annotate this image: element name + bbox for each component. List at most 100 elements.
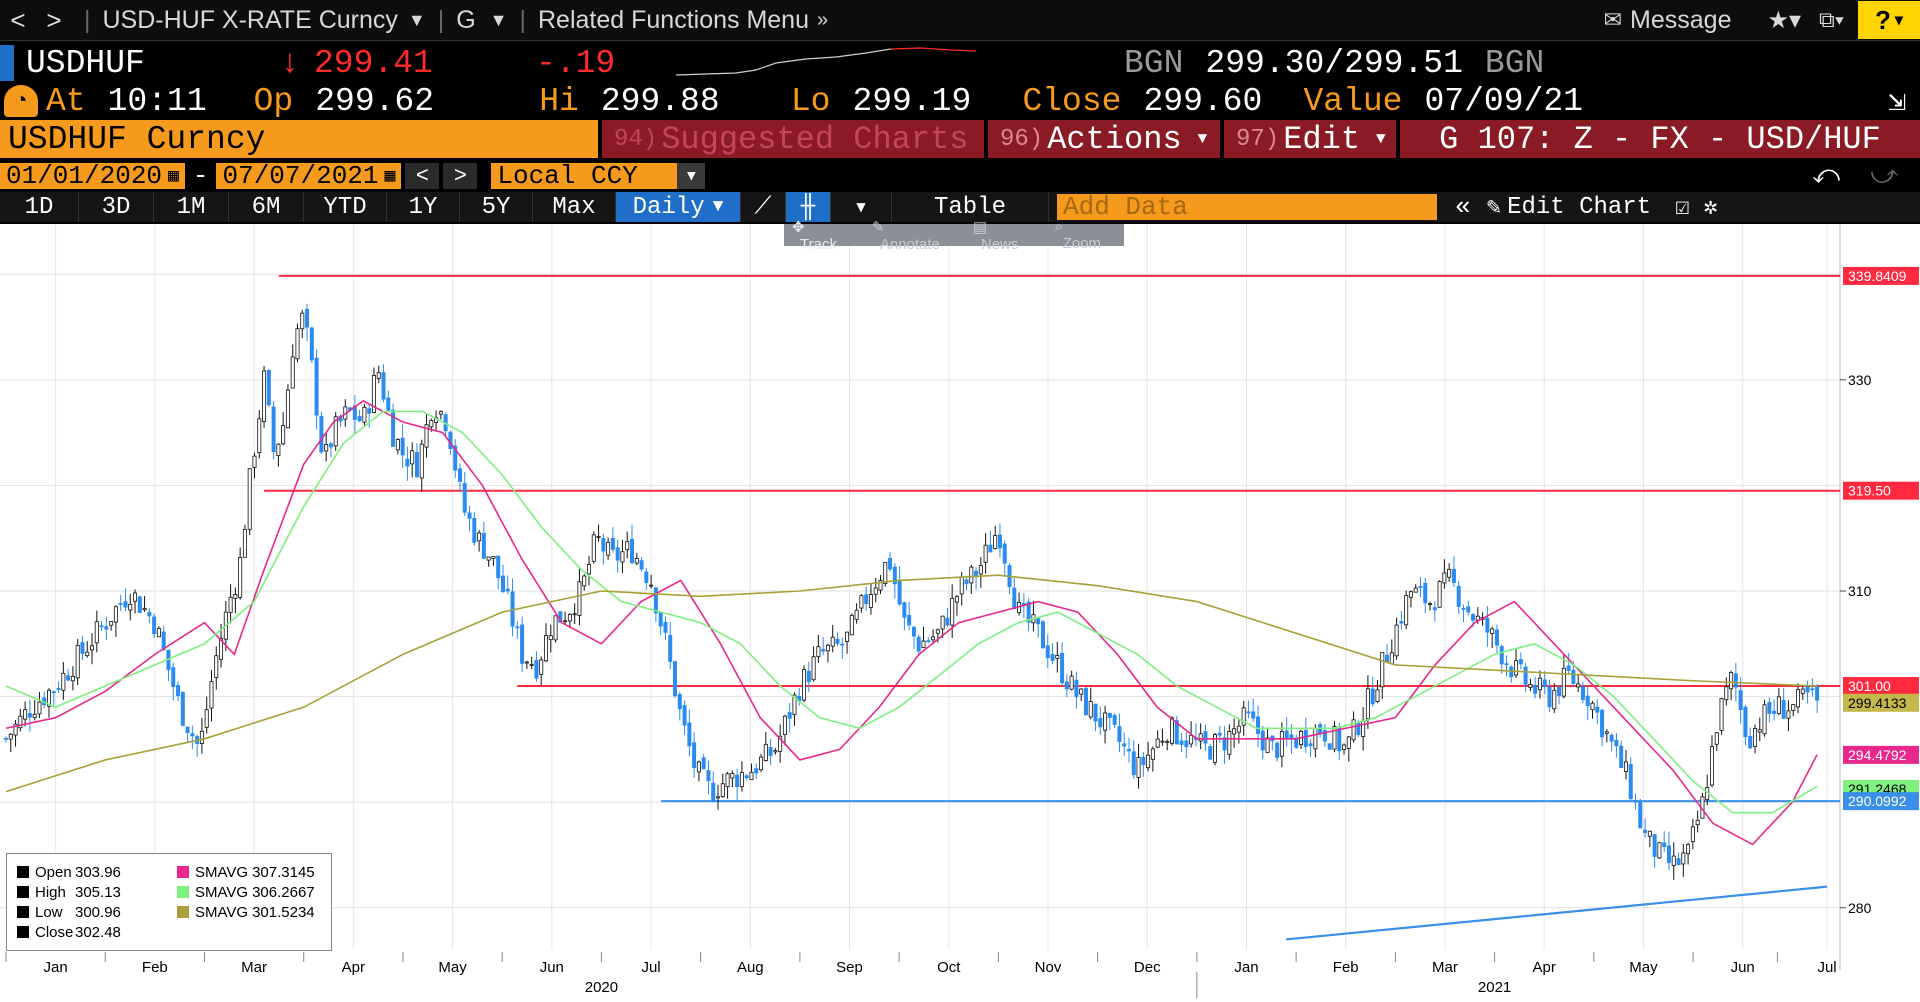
line-chart-icon[interactable]: ⟋ [741, 192, 786, 222]
related-functions-menu[interactable]: Related Functions Menu » [538, 6, 828, 35]
candle-body [548, 635, 553, 641]
tool-annotate[interactable]: ✎ Annotate [864, 218, 965, 253]
export-icon[interactable]: ⇲ [1887, 85, 1906, 120]
candle-body [381, 372, 386, 400]
start-date-field[interactable]: 01/01/2020 ▦ [0, 161, 185, 191]
candle-body [1447, 568, 1452, 578]
message-label: Message [1630, 5, 1732, 34]
period-1m-button[interactable]: 1M [154, 192, 229, 222]
legend-sma3-label: SMAVG [195, 903, 249, 921]
add-data-input[interactable]: Add Data [1057, 192, 1437, 222]
favorite-star-icon[interactable]: ★▾ [1767, 6, 1802, 34]
frequency-selector[interactable]: Daily ▼ [616, 192, 741, 222]
calendar-icon[interactable]: ▦ [384, 167, 396, 187]
security-selector[interactable]: USD-HUF X-RATE Curncy ▼ [103, 6, 426, 35]
legend-sma2-label: SMAVG [195, 883, 249, 901]
candle-body [1719, 698, 1724, 731]
period-toolbar: 1D 3D 1M 6M YTD 1Y 5Y Max Daily ▼ ⟋ ╫ ▾ T… [0, 192, 1920, 222]
help-button[interactable]: ? ▾ [1858, 1, 1920, 39]
candle-body [1523, 666, 1528, 685]
candle-body [830, 636, 835, 647]
candle-body [8, 733, 13, 740]
candle-body [37, 701, 42, 715]
tool-zoom[interactable]: ⌕ Zoom [1047, 218, 1124, 252]
candle-body [1757, 729, 1762, 733]
x-axis-year-label: 2021 [1478, 979, 1511, 996]
candle-body [1791, 704, 1796, 711]
grid-lines [0, 224, 1841, 970]
suggested-charts-button[interactable]: 94) Suggested Charts [602, 120, 984, 158]
period-1y-button[interactable]: 1Y [387, 192, 460, 222]
candle-body [1776, 696, 1781, 714]
table-button[interactable]: Table [892, 192, 1049, 222]
candle-body [534, 660, 539, 679]
candle-body [1485, 617, 1490, 633]
period-3d-button[interactable]: 3D [79, 192, 154, 222]
candle-body [1083, 687, 1088, 716]
calendar-icon[interactable]: ▦ [168, 167, 179, 187]
candle-body [1165, 741, 1170, 743]
security-name-field[interactable]: USDHUF Curncy [0, 120, 598, 158]
tool-news[interactable]: ▤ News [965, 218, 1047, 253]
candle-body [1714, 732, 1719, 745]
candle-body [391, 409, 396, 447]
candle-body [1600, 709, 1605, 738]
end-date-field[interactable]: 07/07/2021 ▦ [216, 161, 402, 191]
y-axis-label-badge [1843, 745, 1919, 764]
period-5y-button[interactable]: 5Y [460, 192, 533, 222]
currency-selector[interactable]: Local CCY [491, 161, 678, 191]
y-axis-label-badge [1843, 693, 1919, 712]
next-period-button[interactable]: > [443, 163, 478, 189]
candle-body [1308, 743, 1313, 747]
candle-body [156, 628, 161, 638]
back-button[interactable]: < [10, 4, 26, 35]
candle-body [1150, 748, 1155, 760]
chart-legend[interactable]: Open 303.96 High 305.13 Low 300.96 Close 302… [6, 853, 332, 951]
tool-track[interactable]: ✥ Track [784, 218, 864, 253]
speedometer-icon[interactable]: ◔ [4, 85, 38, 117]
candle-body [1423, 583, 1428, 604]
candle-body [491, 556, 496, 559]
chevron-down-icon: ▼ [407, 9, 426, 30]
candle-body [1709, 746, 1714, 786]
envelope-icon: ✉ [1603, 7, 1623, 32]
period-6m-button[interactable]: 6M [229, 192, 304, 222]
candle-body [1686, 844, 1691, 855]
currency-dropdown-button[interactable]: ▾ [677, 163, 706, 189]
edit-menu-button[interactable]: 97) Edit ▼ [1224, 120, 1396, 158]
candle-body [983, 544, 988, 563]
forward-button[interactable]: > [46, 4, 62, 35]
undo-icon[interactable]: ⤺ [1812, 161, 1840, 191]
candle-body [1227, 731, 1232, 755]
candle-body [13, 723, 18, 736]
redo-icon[interactable]: ⤻ [1870, 161, 1898, 191]
candle-body [763, 743, 768, 761]
actions-menu-button[interactable]: 96) Actions ▼ [988, 120, 1220, 158]
candle-body [1112, 714, 1117, 725]
candle-body [1652, 834, 1657, 857]
candle-body [911, 626, 916, 637]
candle-body [1351, 719, 1356, 741]
message-button[interactable]: ✉ Message [1604, 6, 1732, 35]
function-selector[interactable]: G ▼ [456, 6, 507, 35]
period-1d-button[interactable]: 1D [0, 192, 79, 222]
tool-news-label: News [980, 235, 1019, 253]
candle-body [687, 722, 692, 747]
period-ytd-button[interactable]: YTD [304, 192, 387, 222]
chart-type-dropdown[interactable]: ▾ [831, 192, 892, 222]
candlestick-icon[interactable]: ╫ [786, 192, 831, 222]
previous-period-button[interactable]: < [405, 163, 440, 189]
edit-chart-button[interactable]: ✎ Edit Chart [1487, 192, 1651, 223]
gear-icon[interactable]: ✲ [1703, 195, 1718, 222]
candle-body [1064, 681, 1069, 690]
x-axis-month-label: Apr [342, 959, 365, 976]
ticker-marker [0, 45, 14, 81]
candle-body [161, 631, 166, 650]
legend-item-open: Open 303.96 [17, 862, 121, 882]
collapse-panel-icon[interactable]: « [1455, 192, 1471, 222]
edit-legend-icon[interactable]: ☑ [1675, 195, 1690, 222]
window-options-icon[interactable]: ⧉▾ [1819, 7, 1844, 32]
legend-low-label: Low [35, 903, 63, 921]
period-max-button[interactable]: Max [533, 192, 616, 222]
